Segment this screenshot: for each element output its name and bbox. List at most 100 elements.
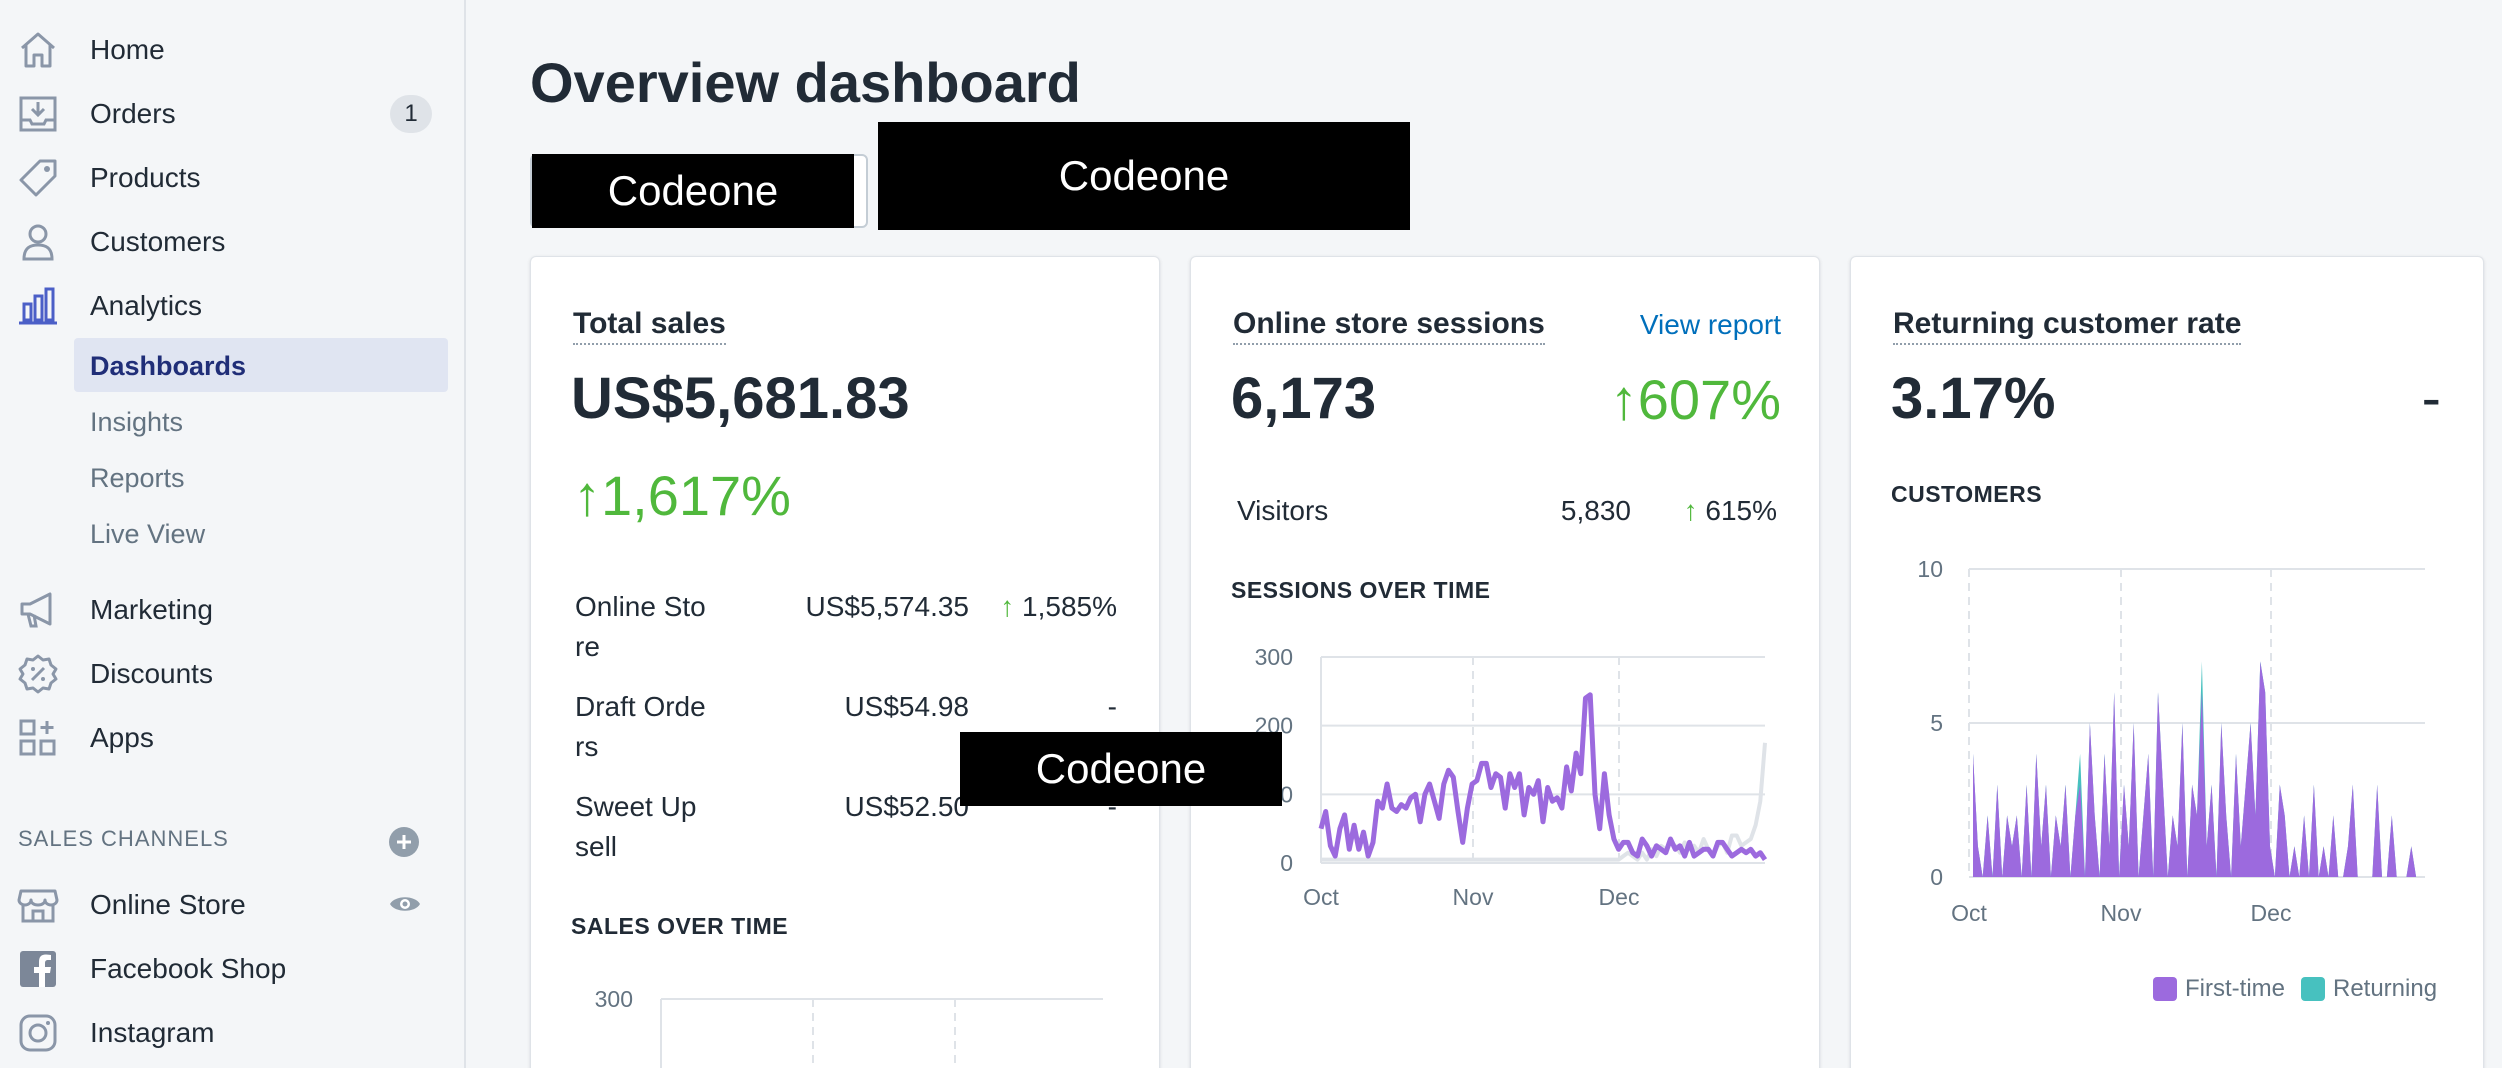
- sessions-change-value: 607%: [1637, 368, 1781, 431]
- redacted-label: Codeone: [878, 122, 1410, 230]
- add-channel-icon[interactable]: [388, 826, 420, 858]
- sidebar-item-discounts[interactable]: Discounts: [0, 646, 466, 702]
- sessions-change: ↑607%: [1610, 367, 1781, 432]
- sidebar-item-label: Facebook Shop: [90, 953, 287, 984]
- sidebar-item-online-store[interactable]: Online Store: [0, 877, 466, 933]
- row-label: Online Sto re: [575, 591, 706, 662]
- view-report-link[interactable]: View report: [1639, 309, 1781, 340]
- sidebar-item-marketing[interactable]: Marketing: [0, 582, 466, 638]
- sidebar-item-label: Customers: [90, 226, 226, 257]
- row-label: Draft Orde rs: [575, 691, 706, 762]
- up-arrow-icon: ↑: [1683, 495, 1706, 526]
- legend-swatch-returning: [2300, 977, 2325, 1001]
- sidebar-item-orders[interactable]: Orders 1: [0, 86, 466, 142]
- sidebar-item-label: Instagram: [90, 1017, 215, 1048]
- visitors-label: Visitors: [1237, 495, 1329, 526]
- returning-change: -: [2421, 366, 2441, 431]
- sidebar-item-instagram[interactable]: Instagram: [0, 1005, 466, 1061]
- chart-title: SALES OVER TIME: [571, 913, 789, 939]
- x-tick-label: Oct: [1951, 900, 1987, 926]
- chart-legend: First-time Returning: [2153, 975, 2437, 1003]
- y-tick-label: 5: [1930, 710, 1943, 736]
- redacted-label: Codeone: [532, 154, 854, 228]
- sidebar-item-home[interactable]: Home: [0, 22, 466, 78]
- row-label: Sweet Up sell: [575, 791, 697, 862]
- up-arrow-icon: ↑: [1000, 591, 1023, 622]
- total-sales-change: ↑1,617%: [573, 463, 791, 528]
- card-title[interactable]: Returning customer rate: [1893, 307, 2242, 345]
- row-value: US$54.98: [844, 691, 969, 722]
- sidebar-subitem-label: Insights: [90, 407, 184, 437]
- sidebar-subitem-reports[interactable]: Reports: [74, 450, 448, 504]
- card-title[interactable]: Online store sessions: [1233, 307, 1545, 345]
- row-change: -: [1107, 691, 1117, 722]
- home-icon: [21, 32, 55, 68]
- sidebar-item-analytics[interactable]: Analytics: [0, 278, 466, 334]
- sidebar-subitem-label: Reports: [90, 463, 185, 493]
- sales-channels-header: SALES CHANNELS: [18, 826, 229, 851]
- sidebar-item-label: Orders: [90, 98, 176, 129]
- sessions-value: 6,173: [1231, 366, 1377, 431]
- facebook-icon: [20, 951, 56, 987]
- x-tick-label: Dec: [2251, 900, 2292, 926]
- total-sales-card: Total sales US$5,681.83 ↑1,617% Online S…: [530, 256, 1160, 1068]
- sales-over-time-chart: 300: [595, 986, 1103, 1068]
- y-tick-label: 10: [1917, 556, 1943, 582]
- row-value: US$52.50: [844, 791, 969, 822]
- x-tick-label: Nov: [1453, 884, 1494, 910]
- sidebar-subitem-label: Dashboards: [90, 351, 247, 381]
- apps-icon: [19, 719, 56, 756]
- sessions-over-time-chart: 3002001000OctNovDec: [1255, 644, 1768, 910]
- discount-icon: [18, 654, 58, 694]
- customers-chart: 10 5 0 Oct Nov Dec: [1917, 556, 2425, 926]
- person-icon: [22, 224, 54, 261]
- card-title[interactable]: Total sales: [573, 307, 726, 345]
- legend-label: First-time: [2185, 975, 2285, 1002]
- sidebar-item-facebook-shop[interactable]: Facebook Shop: [0, 941, 466, 997]
- visitors-value: 5,830: [1560, 495, 1631, 526]
- sidebar-item-label: Analytics: [90, 290, 203, 321]
- first-time-area: [1973, 661, 2421, 877]
- total-sales-value: US$5,681.83: [571, 366, 910, 431]
- chart-title: CUSTOMERS: [1891, 481, 2043, 507]
- y-tick-label: 300: [595, 986, 633, 1012]
- legend-swatch-first-time: [2153, 977, 2177, 1001]
- y-tick-label: 0: [1280, 850, 1293, 876]
- y-tick-label: 0: [1930, 864, 1943, 890]
- row-change: -: [1107, 791, 1117, 822]
- x-tick-label: Oct: [1303, 884, 1339, 910]
- sidebar-subitem-live-view[interactable]: Live View: [74, 506, 448, 560]
- store-icon: [17, 889, 59, 923]
- up-arrow-icon: ↑: [573, 464, 601, 527]
- redacted-label: Codeone: [960, 732, 1282, 806]
- eye-icon[interactable]: [388, 891, 422, 917]
- sidebar-subitem-dashboards[interactable]: Dashboards: [74, 338, 448, 392]
- sidebar-item-label: Online Store: [90, 889, 246, 920]
- sidebar-item-label: Products: [90, 162, 201, 193]
- sidebar-subitem-insights[interactable]: Insights: [74, 394, 448, 448]
- sidebar-item-label: Home: [90, 34, 165, 65]
- tag-icon: [19, 159, 57, 197]
- x-tick-label: Dec: [1599, 884, 1640, 910]
- legend-label: Returning: [2332, 975, 2438, 1002]
- instagram-icon: [19, 1014, 57, 1052]
- up-arrow-icon: ↑: [1609, 368, 1638, 431]
- returning-value: 3.17%: [1891, 366, 2056, 431]
- visitors-change-value: 615%: [1705, 495, 1777, 526]
- series-line: [1318, 692, 1768, 862]
- sidebar: Home Orders 1 Products Cus: [0, 0, 466, 1068]
- page-title: Overview dashboard: [530, 51, 1081, 114]
- orders-count-badge: 1: [390, 95, 432, 133]
- megaphone-icon: [20, 592, 52, 628]
- sidebar-item-apps[interactable]: Apps: [0, 710, 466, 766]
- row-change: ↑ 1,585%: [971, 591, 1117, 623]
- sidebar-item-label: Marketing: [90, 594, 213, 625]
- returning-customer-rate-card: Returning customer rate 3.17% - CUSTOMER…: [1850, 256, 2484, 1068]
- analytics-icon: [19, 287, 57, 325]
- row-value: US$5,574.35: [805, 591, 969, 622]
- sidebar-item-products[interactable]: Products: [0, 150, 466, 206]
- visitors-change: ↑ 615%: [1631, 495, 1777, 527]
- sidebar-item-customers[interactable]: Customers: [0, 214, 466, 270]
- sidebar-subitem-label: Live View: [90, 519, 206, 549]
- sidebar-item-label: Discounts: [90, 658, 213, 689]
